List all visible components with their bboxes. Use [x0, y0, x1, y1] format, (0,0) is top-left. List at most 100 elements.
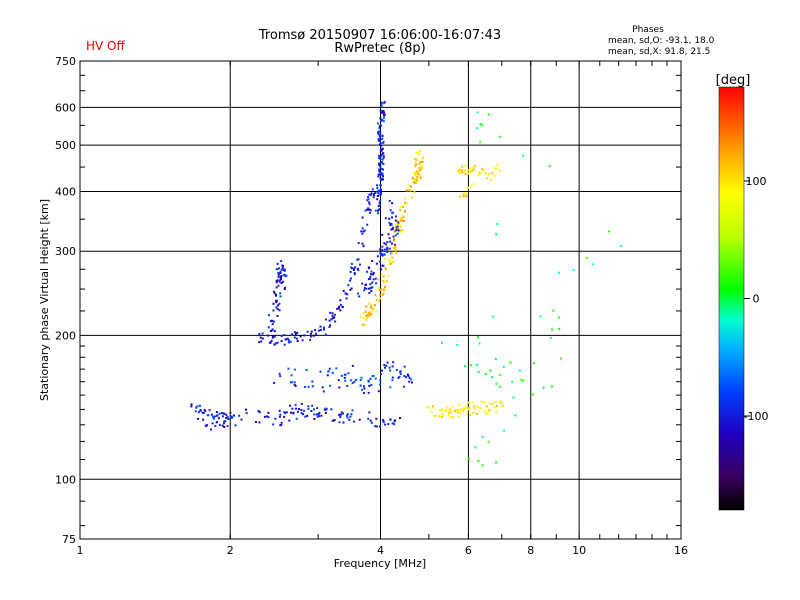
echo-point — [473, 165, 476, 168]
echo-point — [338, 421, 341, 424]
echo-point — [338, 305, 341, 308]
echo-point — [481, 436, 484, 438]
echo-point — [377, 208, 380, 211]
echo-point — [362, 317, 365, 320]
echo-point — [477, 173, 480, 176]
x-tick-label: 4 — [377, 544, 384, 557]
echo-point — [379, 174, 382, 177]
echo-point — [382, 419, 384, 421]
echo-point — [362, 230, 365, 233]
echo-point — [349, 270, 352, 273]
echo-point — [319, 325, 322, 328]
echo-point — [444, 408, 447, 411]
echo-point — [303, 334, 306, 337]
echo-point — [211, 422, 214, 425]
echo-point — [391, 211, 394, 214]
echo-point — [342, 421, 345, 424]
echo-point — [456, 343, 459, 346]
echo-point — [218, 417, 221, 420]
echo-point — [412, 176, 415, 179]
echo-point — [430, 410, 433, 413]
echo-point — [383, 113, 386, 116]
echo-point — [338, 413, 340, 416]
echo-point — [483, 409, 486, 412]
echo-point — [401, 215, 404, 218]
echo-point — [374, 209, 377, 212]
echo-point — [366, 223, 369, 226]
echo-point — [482, 401, 485, 404]
echo-point — [369, 311, 372, 314]
echo-point — [277, 273, 280, 276]
echo-point — [367, 315, 370, 318]
echo-point — [320, 329, 322, 331]
echo-point — [459, 408, 462, 411]
echo-point — [377, 131, 380, 134]
echo-point — [410, 196, 413, 199]
y-tick-label: 500 — [55, 139, 76, 152]
echo-point — [400, 219, 403, 222]
echo-point — [485, 405, 488, 408]
echo-point — [378, 134, 381, 137]
echo-point — [324, 333, 327, 336]
echo-point — [349, 277, 352, 280]
echo-point — [404, 210, 406, 213]
echo-point — [457, 415, 460, 418]
echo-point — [226, 425, 229, 427]
echo-point — [349, 379, 352, 382]
echo-point — [272, 302, 275, 305]
echo-point — [416, 176, 419, 178]
echo-point — [338, 386, 341, 389]
echo-point — [370, 305, 373, 308]
echo-point — [462, 195, 465, 198]
echo-point — [387, 274, 390, 277]
echo-point — [367, 198, 370, 201]
echo-point — [372, 272, 375, 275]
echo-point — [408, 377, 411, 379]
echo-point — [240, 418, 243, 421]
echo-point — [339, 416, 342, 418]
echo-point — [479, 141, 482, 144]
y-tick-label: 600 — [55, 101, 76, 114]
x-tick-label: 16 — [674, 544, 688, 557]
echo-point — [518, 369, 521, 372]
echo-point — [295, 417, 298, 420]
echo-point — [358, 418, 361, 421]
echo-point — [279, 292, 282, 295]
echo-point — [407, 189, 410, 192]
echo-point — [322, 326, 325, 329]
echo-point — [245, 408, 247, 411]
echo-point — [279, 375, 282, 378]
echo-point — [449, 407, 452, 410]
echo-point — [302, 409, 305, 412]
echo-point — [495, 404, 498, 407]
echo-point — [403, 365, 406, 368]
echo-point — [327, 370, 330, 373]
echo-point — [381, 137, 384, 140]
echo-point — [279, 278, 282, 281]
echo-point — [375, 299, 378, 302]
echo-point — [399, 229, 402, 232]
echo-point — [499, 385, 501, 388]
echo-point — [387, 233, 390, 236]
echo-point — [558, 316, 560, 319]
echo-point — [282, 273, 285, 276]
echo-point — [477, 459, 480, 462]
echo-point — [369, 419, 372, 422]
echo-point — [420, 167, 423, 170]
echo-point — [346, 416, 349, 419]
echo-point — [403, 219, 405, 222]
echo-point — [215, 411, 218, 413]
echo-point — [381, 264, 384, 267]
echo-point — [393, 239, 396, 242]
echo-point — [399, 209, 402, 211]
echo-point — [466, 411, 469, 414]
echo-point — [495, 461, 498, 464]
echo-point — [382, 120, 385, 123]
echo-point — [369, 377, 372, 380]
echo-point — [367, 196, 370, 199]
echo-point — [383, 102, 386, 105]
echo-point — [558, 327, 561, 330]
echo-point — [279, 281, 282, 284]
echo-point — [294, 384, 297, 387]
echo-point — [456, 411, 459, 414]
